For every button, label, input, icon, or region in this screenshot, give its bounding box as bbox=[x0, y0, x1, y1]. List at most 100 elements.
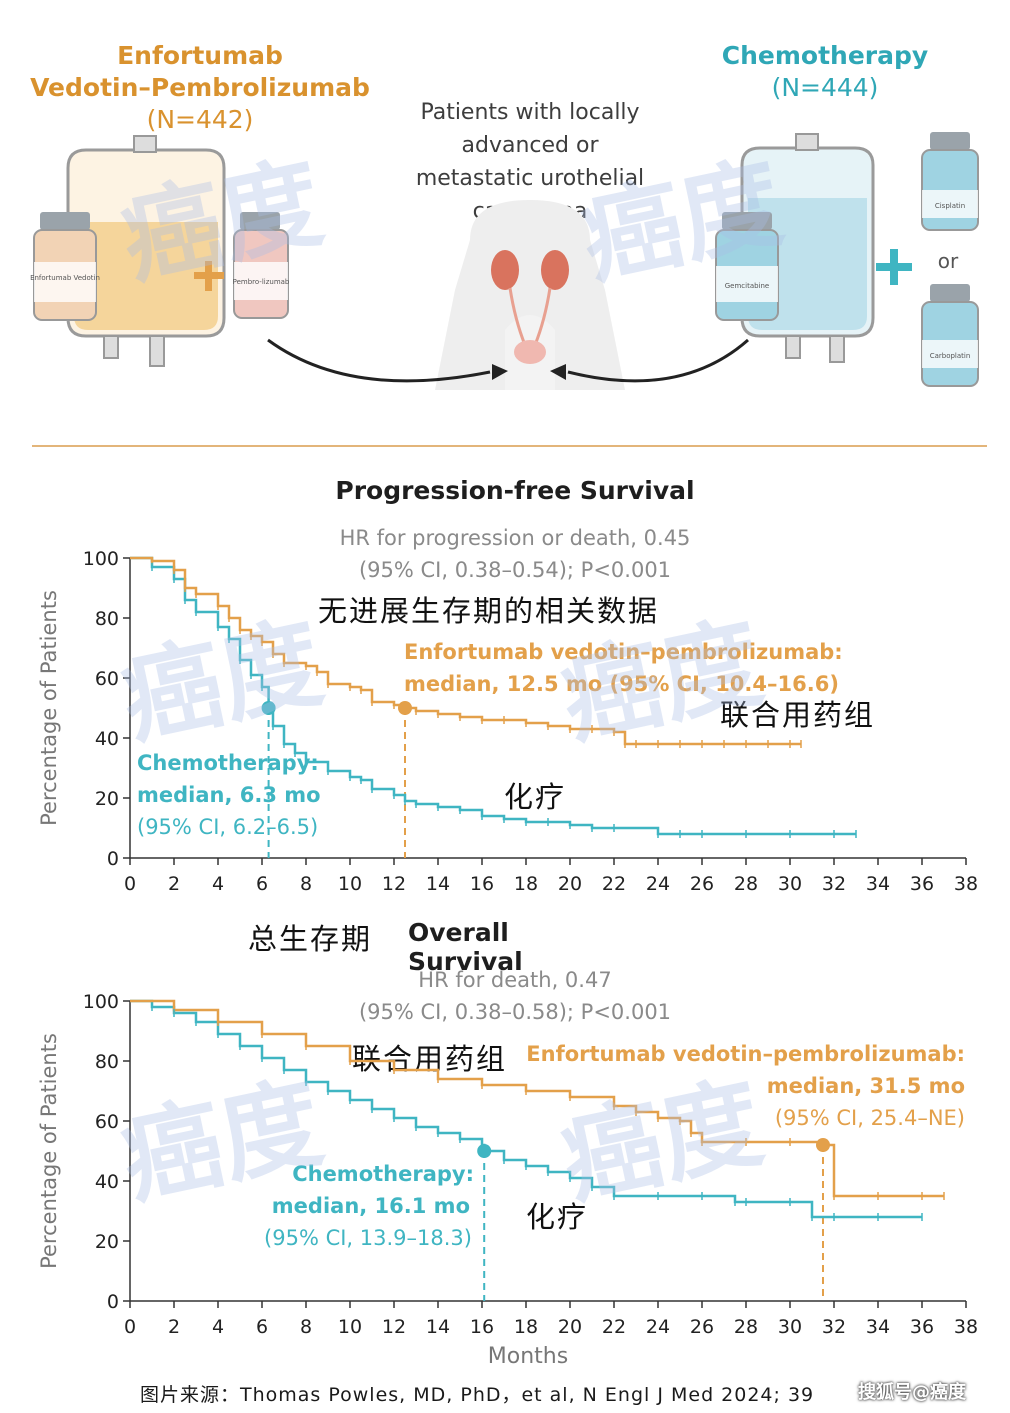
or-text: or bbox=[938, 249, 959, 273]
os-x-tick-label: 4 bbox=[212, 1316, 224, 1338]
pfs-x-tick-label: 38 bbox=[954, 873, 978, 895]
pfs-ev-label-1: Enfortumab vedotin–pembrolizumab: bbox=[404, 640, 843, 664]
patient-silhouette-icon bbox=[435, 200, 625, 390]
pfs-x-tick-label: 6 bbox=[256, 873, 268, 895]
pfs-x-tick-label: 0 bbox=[124, 873, 136, 895]
gemcitabine-vial-label: Gemcitabine bbox=[725, 282, 770, 290]
pfs-x-tick-label: 4 bbox=[212, 873, 224, 895]
os-x-tick-label: 30 bbox=[778, 1316, 802, 1338]
pfs-cn-chemo: 化疗 bbox=[504, 780, 567, 814]
pfs-y-ticks: 0 20 40 60 80 100 bbox=[83, 548, 130, 870]
pfs-y-tick-label: 20 bbox=[95, 788, 119, 810]
pfs-y-label: Percentage of Patients bbox=[37, 590, 61, 826]
pfs-x-tick-label: 8 bbox=[300, 873, 312, 895]
os-x-tick-label: 38 bbox=[954, 1316, 978, 1338]
brand-watermark: 搜狐号@癌度 bbox=[858, 1382, 966, 1403]
os-chemo-curve bbox=[130, 999, 922, 1219]
pfs-chemo-label-2: median, 6.3 mo bbox=[137, 783, 321, 807]
os-ev-curve bbox=[130, 999, 944, 1198]
pfs-censor-marks bbox=[151, 557, 857, 838]
pfs-y-tick-label: 80 bbox=[95, 608, 119, 630]
os-x-tick-label: 16 bbox=[470, 1316, 494, 1338]
pfs-hr-line2: (95% CI, 0.38–0.54); P<0.001 bbox=[358, 558, 672, 582]
os-censor-marks bbox=[151, 1003, 945, 1221]
pfs-cn-ev: 联合用药组 bbox=[720, 698, 876, 732]
patient-line-1: Patients with locally bbox=[420, 100, 640, 125]
os-x-tick-label: 26 bbox=[690, 1316, 714, 1338]
pfs-x-tick-label: 36 bbox=[910, 873, 934, 895]
os-x-tick-label: 6 bbox=[256, 1316, 268, 1338]
patient-line-3: metastatic urothelial bbox=[415, 166, 645, 191]
os-ev-label-3: (95% CI, 25.4–NE) bbox=[775, 1106, 965, 1130]
os-cn-title: 总生存期 bbox=[248, 922, 373, 956]
chemo-arm-title-line1: Chemotherapy bbox=[721, 41, 929, 70]
ev-iv-bag-icon bbox=[66, 135, 226, 367]
pfs-x-tick-label: 28 bbox=[734, 873, 758, 895]
pfs-x-tick-label: 30 bbox=[778, 873, 802, 895]
pfs-x-tick-label: 22 bbox=[602, 873, 626, 895]
os-median-lines bbox=[483, 1145, 824, 1301]
pfs-chemo-median-marker bbox=[261, 701, 276, 715]
os-x-tick-label: 8 bbox=[300, 1316, 312, 1338]
pfs-x-tick-label: 32 bbox=[822, 873, 846, 895]
carboplatin-vial-label: Carboplatin bbox=[930, 352, 971, 360]
os-y-tick-label: 0 bbox=[107, 1291, 119, 1313]
pfs-x-tick-label: 10 bbox=[338, 873, 362, 895]
treatment-illustration: Enfortumab Vedotin Pembro-lizumab bbox=[30, 132, 979, 390]
pfs-x-tick-label: 14 bbox=[426, 873, 450, 895]
pfs-chemo-label-3: (95% CI, 6.2–6.5) bbox=[137, 815, 318, 839]
os-y-tick-label: 80 bbox=[95, 1051, 119, 1073]
os-chemo-label-1: Chemotherapy: bbox=[292, 1162, 474, 1186]
kidney-right-icon bbox=[541, 250, 569, 290]
ev-plus-icon bbox=[194, 261, 224, 291]
pfs-x-tick-label: 26 bbox=[690, 873, 714, 895]
os-x-label: Months bbox=[488, 1344, 568, 1369]
os-x-tick-label: 34 bbox=[866, 1316, 890, 1338]
ev-arrow-icon bbox=[267, 338, 508, 383]
os-x-tick-label: 36 bbox=[910, 1316, 934, 1338]
pfs-y-tick-label: 40 bbox=[95, 728, 119, 750]
pfs-x-tick-label: 16 bbox=[470, 873, 494, 895]
os-chemo-median-marker bbox=[477, 1144, 492, 1158]
pfs-hr-line1: HR for progression or death, 0.45 bbox=[339, 526, 691, 550]
os-x-tick-label: 10 bbox=[338, 1316, 362, 1338]
pfs-x-tick-label: 18 bbox=[514, 873, 538, 895]
os-chemo-label-2: median, 16.1 mo bbox=[272, 1194, 470, 1218]
image-source: 图片来源：Thomas Powles, MD, PhD，et al, N Eng… bbox=[140, 1384, 815, 1406]
os-hr-line1: HR for death, 0.47 bbox=[418, 968, 612, 992]
pfs-chemo-label-1: Chemotherapy: bbox=[137, 751, 319, 775]
pfs-y-tick-label: 60 bbox=[95, 668, 119, 690]
os-chemo-label-3: (95% CI, 13.9–18.3) bbox=[264, 1226, 472, 1250]
pfs-x-tick-label: 34 bbox=[866, 873, 890, 895]
os-x-tick-label: 28 bbox=[734, 1316, 758, 1338]
pfs-ev-label-2: median, 12.5 mo (95% CI, 10.4–16.6) bbox=[404, 672, 839, 696]
pfs-x-ticks: 0 2 4 6 8 10 12 14 16 18 20 22 24 26 28 30 32 34 36 38 bbox=[124, 858, 978, 895]
os-title: Overall Survival bbox=[408, 918, 523, 976]
pembro-vial-label: Pembro-lizumab bbox=[233, 278, 290, 286]
cisplatin-vial-icon: Cisplatin bbox=[921, 132, 979, 231]
os-ev-label-2: median, 31.5 mo bbox=[767, 1074, 965, 1098]
chemo-arrow-icon bbox=[550, 338, 749, 383]
os-y-ticks: 0 20 40 60 80 100 bbox=[83, 991, 130, 1313]
ev-arm-title: Enfortumab Vedotin–Pembrolizumab (N=442) bbox=[30, 40, 370, 136]
chemo-plus-icon bbox=[876, 249, 912, 285]
pfs-y-tick-label: 100 bbox=[83, 548, 119, 570]
ev-vial-icon: Enfortumab Vedotin bbox=[30, 212, 100, 321]
os-x-tick-label: 32 bbox=[822, 1316, 846, 1338]
os-y-tick-label: 40 bbox=[95, 1171, 119, 1193]
pfs-x-tick-label: 2 bbox=[168, 873, 180, 895]
os-x-tick-label: 2 bbox=[168, 1316, 180, 1338]
bladder-icon bbox=[514, 340, 546, 364]
ev-arm-title-line1: Enfortumab bbox=[117, 41, 283, 70]
pfs-cn-title: 无进展生存期的相关数据 bbox=[318, 594, 660, 628]
os-x-ticks: 0 2 4 6 8 10 12 14 16 18 20 22 24 26 28 30 32 34 36 38 bbox=[124, 1301, 978, 1338]
kidney-left-icon bbox=[491, 250, 519, 290]
os-x-tick-label: 22 bbox=[602, 1316, 626, 1338]
os-hr-line2: (95% CI, 0.38–0.58); P<0.001 bbox=[358, 1000, 672, 1024]
pfs-ev-median-marker bbox=[398, 701, 412, 715]
pfs-x-tick-label: 20 bbox=[558, 873, 582, 895]
os-x-tick-label: 20 bbox=[558, 1316, 582, 1338]
